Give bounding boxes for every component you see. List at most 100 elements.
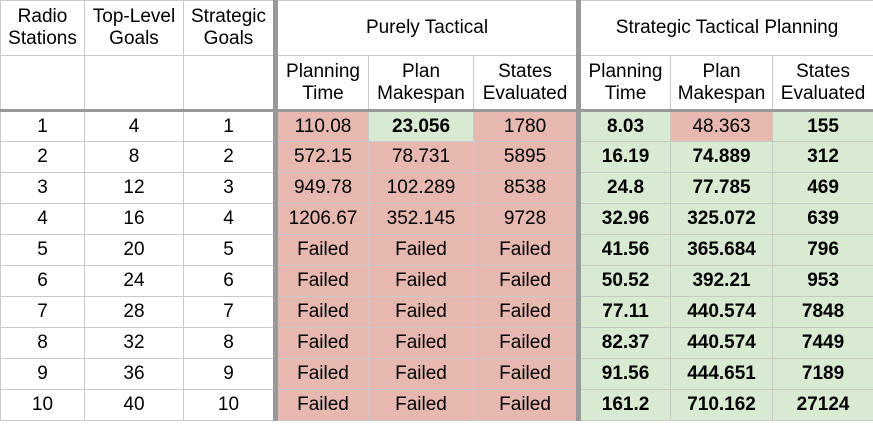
header-strategic-goals: Strategic Goals: [183, 0, 276, 56]
table-body: 1 4 1 110.08 23.056 1780 8.03 48.363 155 2 8 2 572.1…: [0, 110, 873, 421]
table-row: 5 20 5 Failed Failed Failed 41.56 365.684 796: [0, 234, 873, 266]
cell-pt-states-evaluated: Failed: [472, 234, 580, 266]
cell-st-planning-time: 32.96: [576, 203, 672, 235]
cell-radio-stations: 7: [0, 296, 85, 328]
cell-radio-stations: 10: [0, 389, 85, 421]
cell-pt-planning-time: Failed: [273, 358, 369, 390]
cell-strategic-goals: 3: [183, 172, 276, 204]
cell-strategic-goals: 7: [183, 296, 276, 328]
cell-pt-planning-time: Failed: [273, 296, 369, 328]
table-row: 2 8 2 572.15 78.731 5895 16.19 74.889 312: [0, 141, 873, 173]
cell-pt-planning-time: Failed: [273, 389, 369, 421]
table-row: 8 32 8 Failed Failed Failed 82.37 440.574 7449: [0, 327, 873, 359]
cell-pt-states-evaluated: 8538: [472, 172, 580, 204]
cell-radio-stations: 9: [0, 358, 85, 390]
cell-top-level-goals: 36: [84, 358, 184, 390]
cell-pt-plan-makespan: Failed: [368, 389, 474, 421]
cell-pt-plan-makespan: Failed: [368, 358, 474, 390]
cell-top-level-goals: 32: [84, 327, 184, 359]
cell-radio-stations: 2: [0, 141, 85, 173]
cell-top-level-goals: 24: [84, 265, 184, 297]
cell-st-states-evaluated: 27124: [772, 389, 873, 421]
cell-st-plan-makespan: 365.684: [670, 234, 774, 266]
table-row: 9 36 9 Failed Failed Failed 91.56 444.651 7189: [0, 358, 873, 390]
header-strategic-tactical-planning: Strategic Tactical Planning: [576, 0, 873, 56]
cell-st-plan-makespan: 392.21: [670, 265, 774, 297]
header-top-level-goals: Top-Level Goals: [84, 0, 184, 56]
header-purely-tactical: Purely Tactical: [272, 0, 580, 56]
cell-pt-planning-time: 110.08: [273, 110, 369, 142]
cell-radio-stations: 8: [0, 327, 85, 359]
cell-pt-states-evaluated: 9728: [472, 203, 580, 235]
cell-st-states-evaluated: 7848: [772, 296, 873, 328]
cell-pt-states-evaluated: Failed: [472, 327, 580, 359]
cell-st-states-evaluated: 7189: [772, 358, 873, 390]
cell-pt-plan-makespan: 352.145: [368, 203, 474, 235]
cell-pt-plan-makespan: Failed: [368, 234, 474, 266]
cell-st-planning-time: 161.2: [576, 389, 672, 421]
cell-strategic-goals: 4: [183, 203, 276, 235]
cell-st-plan-makespan: 440.574: [670, 327, 774, 359]
cell-st-states-evaluated: 469: [772, 172, 873, 204]
cell-st-planning-time: 91.56: [576, 358, 672, 390]
cell-st-states-evaluated: 155: [772, 110, 873, 142]
table-row: 3 12 3 949.78 102.289 8538 24.8 77.785 469: [0, 172, 873, 204]
cell-pt-plan-makespan: 23.056: [368, 110, 474, 142]
cell-pt-states-evaluated: Failed: [472, 358, 580, 390]
cell-st-states-evaluated: 7449: [772, 327, 873, 359]
cell-st-states-evaluated: 312: [772, 141, 873, 173]
cell-st-plan-makespan: 48.363: [670, 110, 774, 142]
header-st-plan-makespan: Plan Makespan: [670, 55, 774, 112]
header-pt-planning-time: Planning Time: [273, 55, 369, 112]
cell-strategic-goals: 1: [183, 110, 276, 142]
cell-strategic-goals: 2: [183, 141, 276, 173]
cell-pt-states-evaluated: Failed: [472, 265, 580, 297]
cell-top-level-goals: 4: [84, 110, 184, 142]
table-row: 6 24 6 Failed Failed Failed 50.52 392.21 953: [0, 265, 873, 297]
cell-st-planning-time: 8.03: [576, 110, 672, 142]
cell-pt-plan-makespan: Failed: [368, 296, 474, 328]
cell-top-level-goals: 40: [84, 389, 184, 421]
cell-pt-planning-time: 572.15: [273, 141, 369, 173]
header-radio-stations: Radio Stations: [0, 0, 85, 56]
cell-st-planning-time: 16.19: [576, 141, 672, 173]
cell-radio-stations: 3: [0, 172, 85, 204]
table-row: 4 16 4 1206.67 352.145 9728 32.96 325.072 639: [0, 203, 873, 235]
cell-radio-stations: 1: [0, 110, 85, 142]
cell-st-plan-makespan: 74.889: [670, 141, 774, 173]
cell-pt-planning-time: 1206.67: [273, 203, 369, 235]
cell-strategic-goals: 9: [183, 358, 276, 390]
cell-st-planning-time: 82.37: [576, 327, 672, 359]
cell-top-level-goals: 20: [84, 234, 184, 266]
cell-top-level-goals: 16: [84, 203, 184, 235]
cell-pt-states-evaluated: 1780: [472, 110, 580, 142]
header-st-states-evaluated: States Evaluated: [772, 55, 873, 112]
cell-pt-plan-makespan: 102.289: [368, 172, 474, 204]
cell-pt-planning-time: Failed: [273, 265, 369, 297]
cell-st-states-evaluated: 953: [772, 265, 873, 297]
cell-st-planning-time: 41.56: [576, 234, 672, 266]
cell-pt-planning-time: 949.78: [273, 172, 369, 204]
header-blank: [0, 55, 85, 112]
cell-st-planning-time: 24.8: [576, 172, 672, 204]
header-blank: [84, 55, 184, 112]
cell-st-states-evaluated: 796: [772, 234, 873, 266]
cell-pt-planning-time: Failed: [273, 234, 369, 266]
cell-pt-plan-makespan: Failed: [368, 327, 474, 359]
cell-top-level-goals: 28: [84, 296, 184, 328]
cell-st-plan-makespan: 710.162: [670, 389, 774, 421]
cell-st-states-evaluated: 639: [772, 203, 873, 235]
cell-strategic-goals: 6: [183, 265, 276, 297]
header-pt-states-evaluated: States Evaluated: [472, 55, 580, 112]
cell-top-level-goals: 8: [84, 141, 184, 173]
cell-st-planning-time: 77.11: [576, 296, 672, 328]
cell-top-level-goals: 12: [84, 172, 184, 204]
cell-radio-stations: 6: [0, 265, 85, 297]
table-row: 10 40 10 Failed Failed Failed 161.2 710.162 2712…: [0, 389, 873, 421]
cell-strategic-goals: 8: [183, 327, 276, 359]
cell-pt-states-evaluated: Failed: [472, 389, 580, 421]
cell-pt-plan-makespan: 78.731: [368, 141, 474, 173]
results-table: Radio Stations Top-Level Goals Strategic…: [0, 0, 873, 421]
header-st-planning-time: Planning Time: [576, 55, 672, 112]
cell-st-plan-makespan: 77.785: [670, 172, 774, 204]
